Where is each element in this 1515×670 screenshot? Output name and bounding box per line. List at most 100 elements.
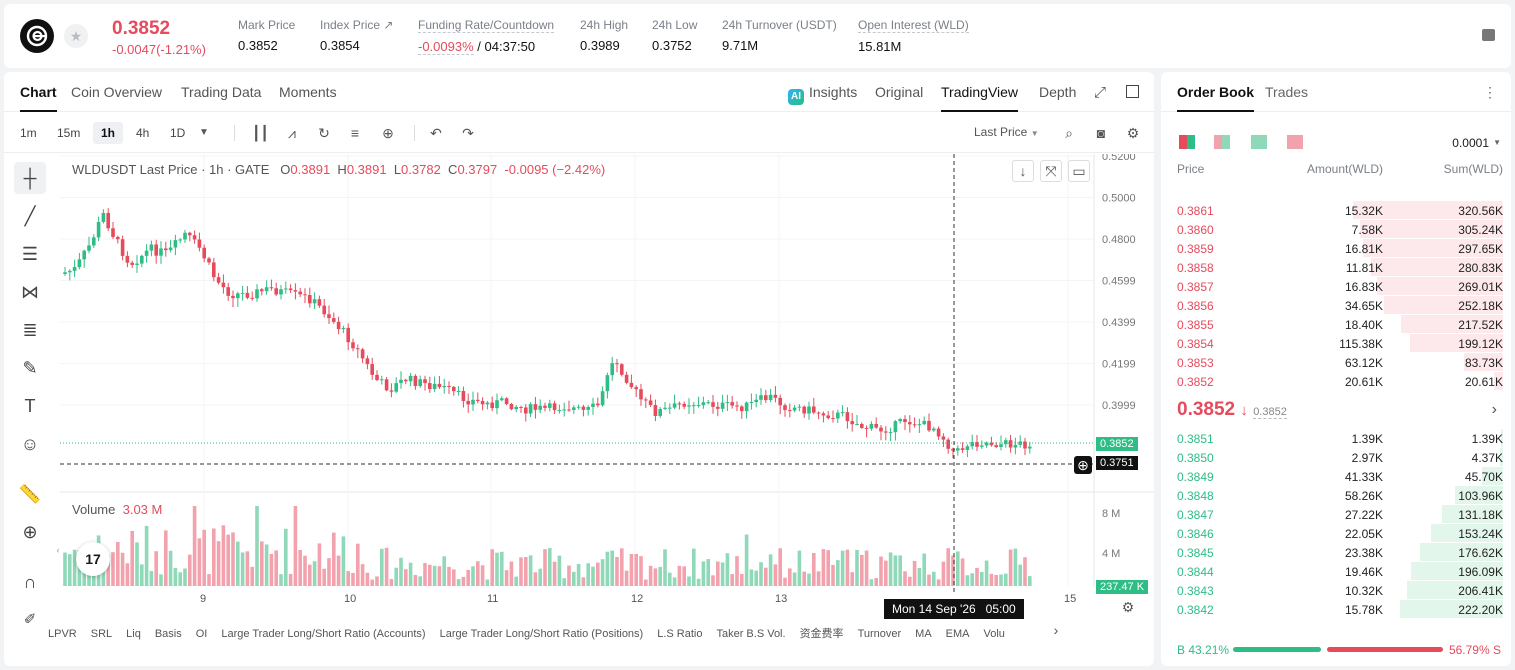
tab-coin-overview[interactable]: Coin Overview [71,84,163,100]
tab-insights[interactable]: AI Insights [788,84,857,105]
add-indicator-icon[interactable]: ⊕ [382,125,394,141]
fib-icon[interactable]: ≣ [22,320,38,340]
view-asks-icon[interactable] [1287,135,1303,149]
ask-row[interactable]: 0.3852 20.61K 20.61K [1161,372,1511,391]
bid-row[interactable]: 0.3842 15.78K 222.20K [1161,600,1511,619]
ask-row[interactable]: 0.3858 11.81K 280.83K [1161,258,1511,277]
templates-icon[interactable]: ≡ [350,125,360,141]
precision-select[interactable]: 0.0001 [1452,136,1489,150]
zoom-in-icon[interactable]: ⊕ [22,522,38,542]
volume-bar [552,561,557,586]
candle-body [687,405,691,407]
indicator-chip[interactable]: Large Trader Long/Short Ratio (Accounts) [221,628,426,640]
tab-trades[interactable]: Trades [1265,84,1309,100]
price-chart[interactable]: 0.5200 0.5000 0.4800 0.4599 0.4399 0.4199 0.39… [60,154,1154,666]
bid-row[interactable]: 0.3844 19.46K 196.09K [1161,562,1511,581]
arrow-down-icon[interactable]: ↓ [1012,160,1034,182]
undo-icon[interactable]: ↶ [430,125,442,141]
bid-row[interactable]: 0.3850 2.97K 4.37K [1161,448,1511,467]
tab-moments[interactable]: Moments [279,84,337,100]
tab-original[interactable]: Original [875,84,924,100]
view-split-icon[interactable] [1214,135,1230,149]
timeframe-dropdown-icon[interactable]: ▼ [199,127,209,138]
ask-row[interactable]: 0.3860 7.58K 305.24K [1161,220,1511,239]
ask-row[interactable]: 0.3861 15.32K 320.56K [1161,201,1511,220]
more-options-icon[interactable]: ⋮ [1483,84,1497,100]
stat-index-price[interactable]: Index Price ↗ 0.3854 [320,18,393,53]
guide-book-icon[interactable] [1482,29,1495,41]
tab-order-book[interactable]: Order Book [1177,84,1255,112]
settings-gear-icon[interactable]: ⚙ [1126,125,1140,141]
indicator-chip[interactable]: Liq [126,628,141,640]
indicator-chip[interactable]: Basis [154,628,182,640]
horizontal-lines-icon[interactable]: ☰ [21,244,39,264]
tab-chart[interactable]: Chart [20,84,57,112]
toggle-icon[interactable]: ▭ [1068,160,1090,182]
redo-icon[interactable]: ↷ [462,125,474,141]
ask-row[interactable]: 0.3853 63.12K 83.73K [1161,353,1511,372]
timeframe-4h[interactable]: 4h [136,126,150,140]
ask-row[interactable]: 0.3855 18.40K 217.52K [1161,315,1511,334]
candle-type-icon[interactable]: ┃┃ [252,125,269,141]
indicator-chip[interactable]: Taker B.S Vol. [716,628,786,640]
chevron-right-icon[interactable]: › [1053,622,1059,638]
volume-bar [951,555,955,586]
timeframe-1d[interactable]: 1D [170,126,186,140]
magnet-icon[interactable]: ∩ [23,572,37,592]
camera-icon[interactable]: ◙ [1096,125,1106,141]
view-both-icon[interactable] [1179,135,1195,149]
indicator-chip[interactable]: Large Trader Long/Short Ratio (Positions… [439,628,644,640]
expand-icon[interactable]: ⤢ [1094,84,1107,101]
tab-trading-data[interactable]: Trading Data [181,84,262,100]
tab-tradingview[interactable]: TradingView [941,84,1019,112]
indicator-chip[interactable]: Volu [983,628,1005,640]
stat-funding-rate[interactable]: Funding Rate/Countdown -0.0093% / 04:37:… [418,18,555,55]
bid-row[interactable]: 0.3848 58.26K 103.96K [1161,486,1511,505]
collapse-icon[interactable]: ⤧ [1040,160,1062,182]
tradingview-logo-icon[interactable]: 17 [76,542,110,576]
bid-row[interactable]: 0.3846 22.05K 153.24K [1161,524,1511,543]
chevron-right-icon[interactable]: › [1491,401,1497,418]
indicator-chip[interactable]: 资金费率 [799,628,844,640]
ruler-icon[interactable]: 📏 [18,484,42,504]
bid-row[interactable]: 0.3847 27.22K 131.18K [1161,505,1511,524]
indicator-chip[interactable]: OI [195,628,208,640]
collapse-left-icon[interactable]: ‹ [56,545,60,555]
view-bids-icon[interactable] [1251,135,1267,149]
timeframe-1m[interactable]: 1m [20,126,37,140]
indicator-chip[interactable]: LPVR [48,628,77,640]
indicator-chip[interactable]: MA [915,628,932,640]
emoji-icon[interactable]: ☺ [20,434,40,454]
indicator-chip[interactable]: SRL [90,628,113,640]
favorite-star-icon[interactable]: ★ [64,24,88,48]
add-alert-icon[interactable]: ⊕ [1074,456,1092,474]
chevron-down-icon[interactable]: ▼ [1493,138,1501,147]
indicator-chip[interactable]: L.S Ratio [657,628,703,640]
trend-line-icon[interactable]: ╱ [24,206,36,226]
replay-icon[interactable]: ↻ [318,125,330,141]
bid-row[interactable]: 0.3851 1.39K 1.39K [1161,429,1511,448]
fullscreen-icon[interactable] [1126,85,1139,98]
lock-drawings-icon[interactable]: ✐ [23,611,37,628]
text-tool-icon[interactable]: T [24,396,36,416]
timeframe-15m[interactable]: 15m [57,126,81,140]
timeframe-1h[interactable]: 1h [93,122,124,144]
indicators-icon[interactable]: ⩘ [288,125,296,141]
crosshair-icon[interactable]: ┼ [14,162,46,194]
price-type-select[interactable]: Last Price ▼ [974,125,1039,139]
brush-icon[interactable]: ✎ [22,358,38,378]
candlestick-chart[interactable]: 0.5200 0.5000 0.4800 0.4599 0.4399 0.4199 0.39… [60,154,1154,666]
ask-row[interactable]: 0.3856 34.65K 252.18K [1161,296,1511,315]
ask-row[interactable]: 0.3857 16.83K 269.01K [1161,277,1511,296]
indicator-chip[interactable]: Turnover [857,628,902,640]
bid-row[interactable]: 0.3849 41.33K 45.70K [1161,467,1511,486]
ask-row[interactable]: 0.3854 115.38K 199.12K [1161,334,1511,353]
search-icon[interactable]: ⌕ [1065,125,1073,141]
pattern-icon[interactable]: ⋈ [21,282,39,302]
tab-depth[interactable]: Depth [1039,84,1077,100]
indicator-chip[interactable]: EMA [945,628,970,640]
chart-settings-icon[interactable]: ⚙ [1121,599,1135,615]
bid-row[interactable]: 0.3845 23.38K 176.62K [1161,543,1511,562]
bid-row[interactable]: 0.3843 10.32K 206.41K [1161,581,1511,600]
ask-row[interactable]: 0.3859 16.81K 297.65K [1161,239,1511,258]
